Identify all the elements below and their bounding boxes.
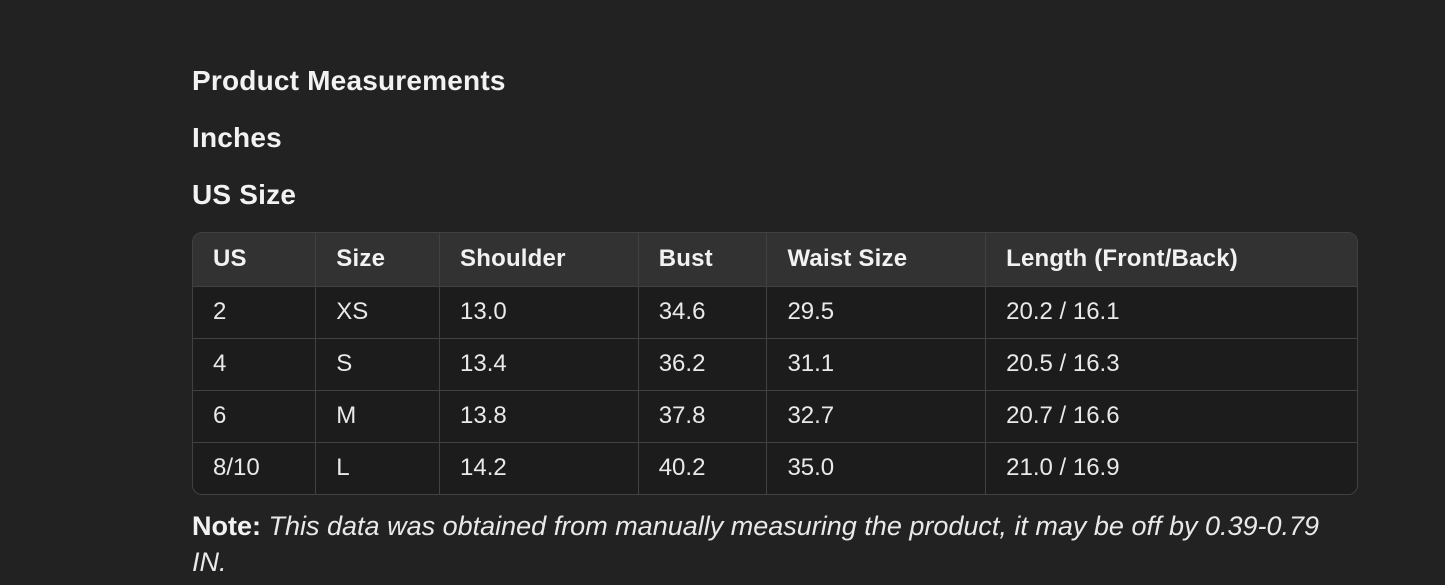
cell-us: 8/10	[193, 441, 317, 494]
cell-bust: 34.6	[637, 285, 768, 339]
table-row-s: 4 S 13.4 36.2 31.1 20.5 / 16.3	[193, 337, 1357, 391]
column-header-length: Length (Front/Back)	[985, 233, 1357, 287]
cell-us: 6	[193, 389, 317, 443]
measurements-table: US Size Shoulder Bust Waist Size Length …	[193, 233, 1357, 494]
column-header-waist-size: Waist Size	[766, 233, 987, 287]
cell-shoulder: 13.0	[439, 285, 639, 339]
table-header-row: US Size Shoulder Bust Waist Size Length …	[193, 233, 1357, 287]
cell-length: 21.0 / 16.9	[985, 441, 1357, 494]
cell-waist-size: 32.7	[766, 389, 987, 443]
cell-shoulder: 13.4	[439, 337, 639, 391]
cell-us: 4	[193, 337, 317, 391]
note-label: Note:	[192, 511, 261, 541]
cell-shoulder: 14.2	[439, 441, 639, 494]
cell-size: L	[315, 441, 441, 494]
cell-shoulder: 13.8	[439, 389, 639, 443]
cell-length: 20.5 / 16.3	[985, 337, 1357, 391]
cell-waist-size: 29.5	[766, 285, 987, 339]
cell-length: 20.7 / 16.6	[985, 389, 1357, 443]
table-row-l: 8/10 L 14.2 40.2 35.0 21.0 / 16.9	[193, 441, 1357, 494]
table-row-xs: 2 XS 13.0 34.6 29.5 20.2 / 16.1	[193, 285, 1357, 339]
column-header-shoulder: Shoulder	[439, 233, 639, 287]
cell-size: S	[315, 337, 441, 391]
cell-bust: 37.8	[637, 389, 768, 443]
note-text: This data was obtained from manually mea…	[192, 511, 1320, 577]
cell-waist-size: 35.0	[766, 441, 987, 494]
cell-waist-size: 31.1	[766, 337, 987, 391]
measurements-table-container: US Size Shoulder Bust Waist Size Length …	[192, 232, 1358, 495]
column-header-us: US	[193, 233, 317, 287]
cell-length: 20.2 / 16.1	[985, 285, 1357, 339]
column-header-bust: Bust	[637, 233, 768, 287]
cell-size: M	[315, 389, 441, 443]
page-title: Product Measurements	[192, 65, 506, 96]
cell-bust: 40.2	[637, 441, 768, 494]
measurement-note: Note: This data was obtained from manual…	[192, 508, 1358, 580]
size-system-heading: US Size	[192, 179, 297, 210]
cell-size: XS	[315, 285, 441, 339]
cell-bust: 36.2	[637, 337, 768, 391]
unit-heading: Inches	[192, 122, 282, 153]
column-header-size: Size	[315, 233, 441, 287]
cell-us: 2	[193, 285, 317, 339]
table-row-m: 6 M 13.8 37.8 32.7 20.7 / 16.6	[193, 389, 1357, 443]
